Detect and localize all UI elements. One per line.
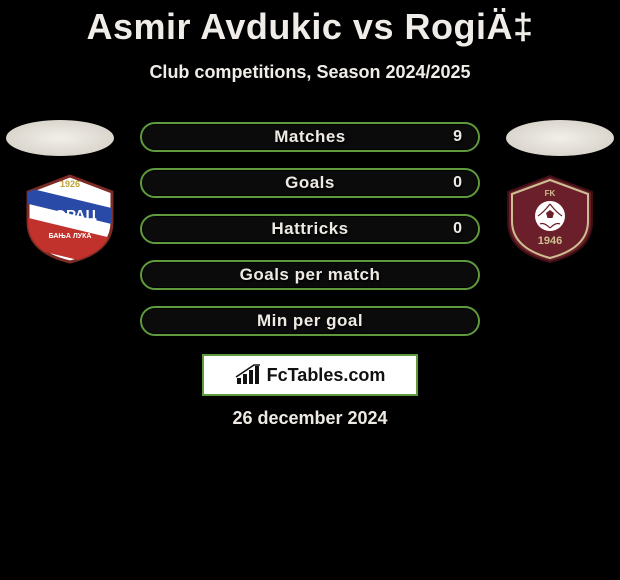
stat-row-matches: Matches 9 [140,122,480,152]
svg-text:1926: 1926 [60,179,80,189]
date-text: 26 december 2024 [0,408,620,429]
svg-text:БАЊА ЛУКА: БАЊА ЛУКА [49,233,92,240]
svg-text:FK: FK [545,189,556,198]
team-badge-left: БОРАЦ БАЊА ЛУКА 1926 [20,174,120,264]
stat-label: Matches [274,127,346,147]
stat-row-hattricks: Hattricks 0 [140,214,480,244]
brand-box: FcTables.com [202,354,418,396]
stat-row-goals-per-match: Goals per match [140,260,480,290]
player-photo-placeholder-right [506,120,614,156]
page-title: Asmir Avdukic vs RogiÄ‡ [0,0,620,48]
team-badge-right: FK 1946 [500,174,600,264]
stat-row-goals: Goals 0 [140,168,480,198]
stat-value-right: 9 [453,128,462,146]
player-photo-placeholder-left [6,120,114,156]
stat-value-right: 0 [453,174,462,192]
svg-text:БОРАЦ: БОРАЦ [44,207,97,224]
stat-label: Min per goal [257,311,363,331]
stat-label: Goals per match [240,265,381,285]
stat-value-right: 0 [453,220,462,238]
stat-row-min-per-goal: Min per goal [140,306,480,336]
comparison-card: Asmir Avdukic vs RogiÄ‡ Club competition… [0,0,620,580]
bar-chart-icon [235,364,261,386]
stats-list: Matches 9 Goals 0 Hattricks 0 Goals per … [140,122,480,352]
stat-label: Goals [285,173,335,193]
subtitle: Club competitions, Season 2024/2025 [0,62,620,83]
svg-text:1946: 1946 [538,235,562,247]
brand-text: FcTables.com [267,365,386,386]
stat-label: Hattricks [271,219,348,239]
